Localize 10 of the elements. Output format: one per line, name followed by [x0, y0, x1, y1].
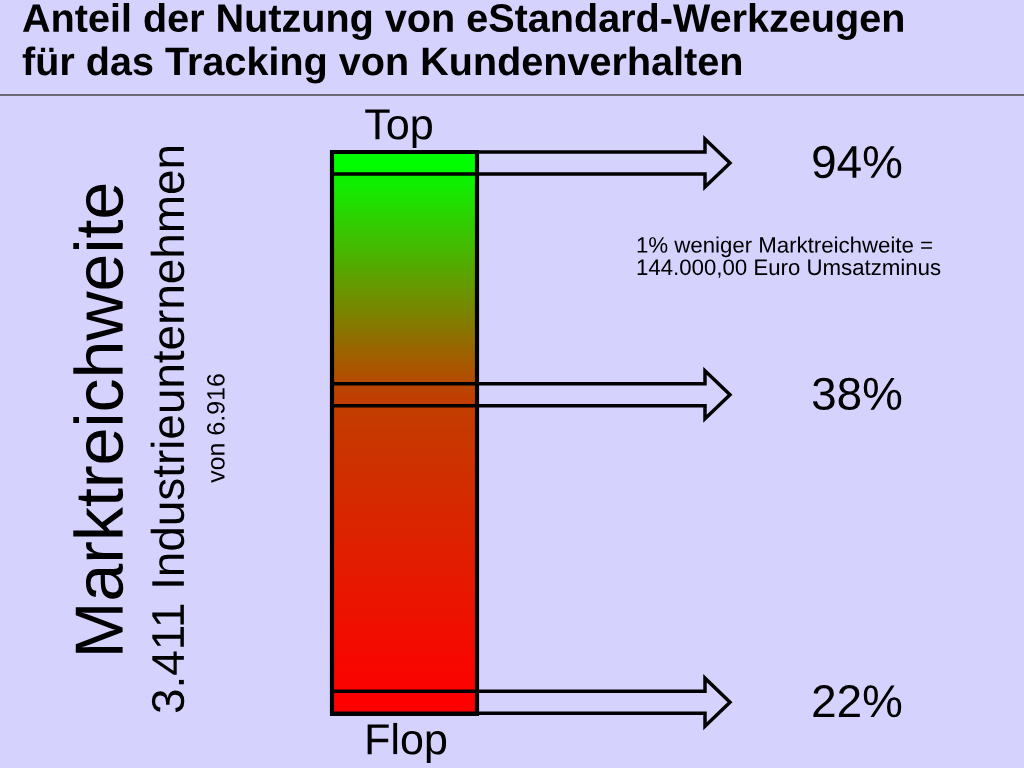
text: 3.411 Industrieunternehmen	[150, 146, 185, 713]
text: Anteil der Nutzung von eStandard-Werkzeugen für das Tracking von Kundenverhalten	[22, 3, 903, 84]
data-label: 22%	[813, 685, 902, 718]
text: von 6.916	[207, 374, 225, 483]
text: Marktreichweite	[73, 184, 124, 653]
data-label: 94%	[813, 145, 902, 179]
text: Top	[365, 109, 432, 149]
text: Flop	[367, 722, 447, 764]
text: 1% weniger Marktreichweite = 144.000,00 Euro Umsatzminus	[637, 236, 941, 278]
data-label: 38%	[812, 377, 902, 411]
